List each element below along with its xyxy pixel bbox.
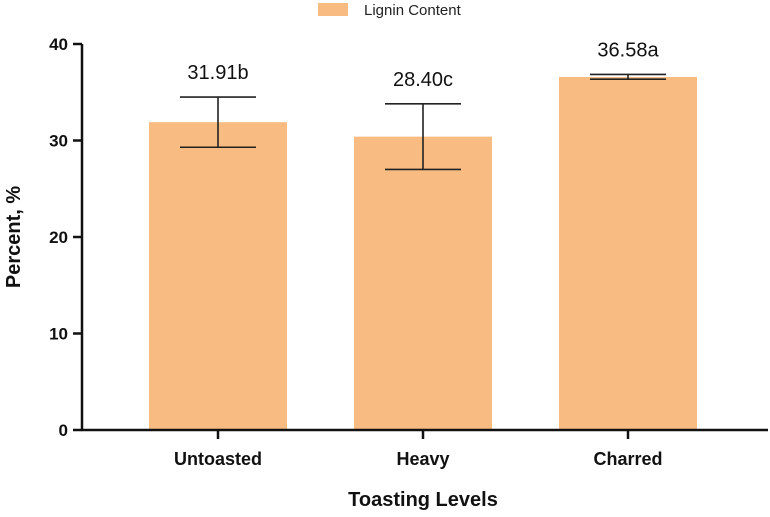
x-tick-label-heavy: Heavy — [396, 449, 449, 469]
y-axis: 0 10 20 30 40 — [49, 35, 84, 440]
legend: Lignin Content — [318, 2, 462, 19]
error-bar-untoasted — [180, 96, 256, 149]
bar-charred — [559, 77, 697, 431]
bar-heavy — [354, 136, 492, 430]
error-bars — [180, 73, 666, 171]
y-tick-label-10: 10 — [49, 325, 68, 344]
y-tick-label-30: 30 — [49, 132, 68, 151]
data-label-charred: 36.58a — [597, 39, 659, 61]
y-tick-label-0: 0 — [59, 421, 68, 440]
data-label-untoasted: 31.91b — [187, 62, 248, 84]
error-bar-charred — [590, 73, 666, 81]
bars — [149, 77, 697, 431]
x-tick-label-untoasted: Untoasted — [174, 449, 262, 469]
x-tick-label-charred: Charred — [593, 449, 662, 469]
y-axis-title: Percent, % — [3, 186, 25, 288]
legend-label-lignin-content: Lignin Content — [364, 2, 462, 19]
y-tick-label-20: 20 — [49, 228, 68, 247]
x-axis-title: Toasting Levels — [348, 489, 498, 511]
bar-untoasted — [149, 122, 287, 430]
error-bar-heavy — [385, 103, 461, 171]
x-axis: Untoasted Heavy Charred — [81, 428, 768, 469]
data-labels: 31.91b 28.40c 36.58a — [187, 39, 659, 90]
legend-swatch-lignin-content — [318, 3, 348, 16]
y-tick-label-40: 40 — [49, 35, 68, 54]
data-label-heavy: 28.40c — [393, 69, 453, 91]
